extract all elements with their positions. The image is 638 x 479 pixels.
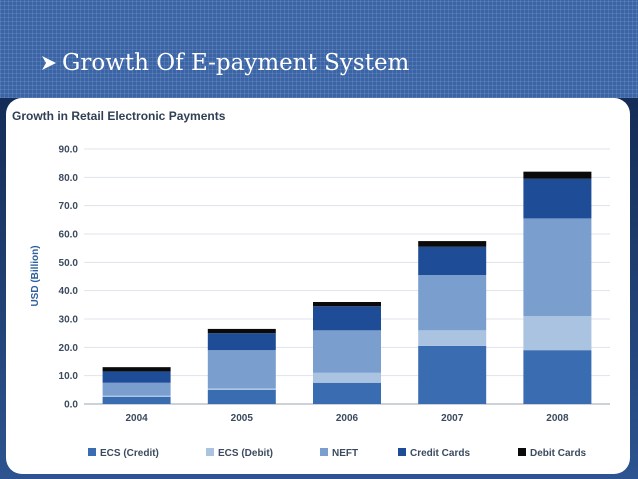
legend-label: Credit Cards xyxy=(410,448,470,459)
bar-segment xyxy=(102,395,171,397)
bar-segment xyxy=(418,345,487,404)
legend-swatch xyxy=(88,448,96,456)
bar-segment xyxy=(207,350,276,389)
slide-title: Growth Of E-payment System xyxy=(40,50,409,76)
y-axis-label: USD (Billion) xyxy=(30,245,41,306)
legend-item: ECS (Credit) xyxy=(88,448,159,459)
bar-segment xyxy=(207,388,276,390)
bar-segment xyxy=(102,371,171,383)
legend-label: NEFT xyxy=(332,448,358,459)
legend-label: ECS (Credit) xyxy=(100,448,159,459)
legend-swatch xyxy=(518,448,526,456)
bar-segment xyxy=(313,330,381,373)
y-tick-label: 20.0 xyxy=(59,343,79,354)
x-tick-label: 2006 xyxy=(336,413,359,424)
bar-segment xyxy=(102,382,171,396)
y-tick-label: 30.0 xyxy=(59,315,79,326)
bar-segment xyxy=(313,302,381,307)
legend-swatch xyxy=(320,448,328,456)
stacked-bar-chart: Growth in Retail Electronic Payments USD… xyxy=(12,109,610,459)
y-tick-label: 40.0 xyxy=(59,286,79,297)
chart-title: Growth in Retail Electronic Payments xyxy=(12,109,226,123)
legend-item: Credit Cards xyxy=(398,448,470,459)
y-tick-label: 50.0 xyxy=(59,258,79,269)
bars xyxy=(102,171,592,404)
legend-swatch xyxy=(206,448,214,456)
bar-segment xyxy=(207,389,276,404)
bar-segment xyxy=(523,350,592,404)
legend-label: ECS (Debit) xyxy=(218,448,273,459)
x-tick-label: 2008 xyxy=(546,413,569,424)
bar-segment xyxy=(313,306,381,331)
bar-segment xyxy=(523,178,592,219)
y-tick-label: 60.0 xyxy=(59,230,79,241)
bar-segment xyxy=(523,218,592,317)
legend-swatch xyxy=(398,448,406,456)
bar-segment xyxy=(207,328,276,334)
chart-panel: Growth in Retail Electronic Payments USD… xyxy=(6,98,630,474)
bar-segment xyxy=(102,367,171,372)
legend-item: Debit Cards xyxy=(518,448,587,459)
bar-segment xyxy=(418,275,487,331)
bar-segment xyxy=(313,372,381,383)
y-tick-label: 70.0 xyxy=(59,201,79,212)
arrow-bullet-icon xyxy=(42,56,56,70)
y-tick-label: 0.0 xyxy=(64,400,78,411)
legend-item: ECS (Debit) xyxy=(206,448,273,459)
legend-item: NEFT xyxy=(320,448,358,459)
tick-labels: 0.0 10.0 20.0 30.0 40.0 50.0 60.0 70.0 80.0 90.0 2… xyxy=(59,145,569,425)
bar-segment xyxy=(418,330,487,346)
bar-segment xyxy=(207,333,276,351)
slide-title-text: Growth Of E-payment System xyxy=(62,50,410,76)
y-tick-label: 90.0 xyxy=(59,145,79,156)
bar-segment xyxy=(523,316,592,351)
legend: ECS (Credit) ECS (Debit) NEFT Credit Cards D… xyxy=(88,448,587,459)
bar-segment xyxy=(102,396,171,404)
x-tick-label: 2005 xyxy=(231,413,254,424)
y-tick-label: 80.0 xyxy=(59,173,79,184)
legend-label: Debit Cards xyxy=(530,448,587,459)
x-tick-label: 2004 xyxy=(125,413,148,424)
bar-segment xyxy=(418,246,487,276)
y-tick-label: 10.0 xyxy=(59,371,79,382)
bar-segment xyxy=(313,382,381,404)
x-tick-label: 2007 xyxy=(441,413,464,424)
bar-segment xyxy=(418,241,487,247)
bar-segment xyxy=(523,171,592,179)
slide-header: Growth Of E-payment System xyxy=(0,0,638,98)
